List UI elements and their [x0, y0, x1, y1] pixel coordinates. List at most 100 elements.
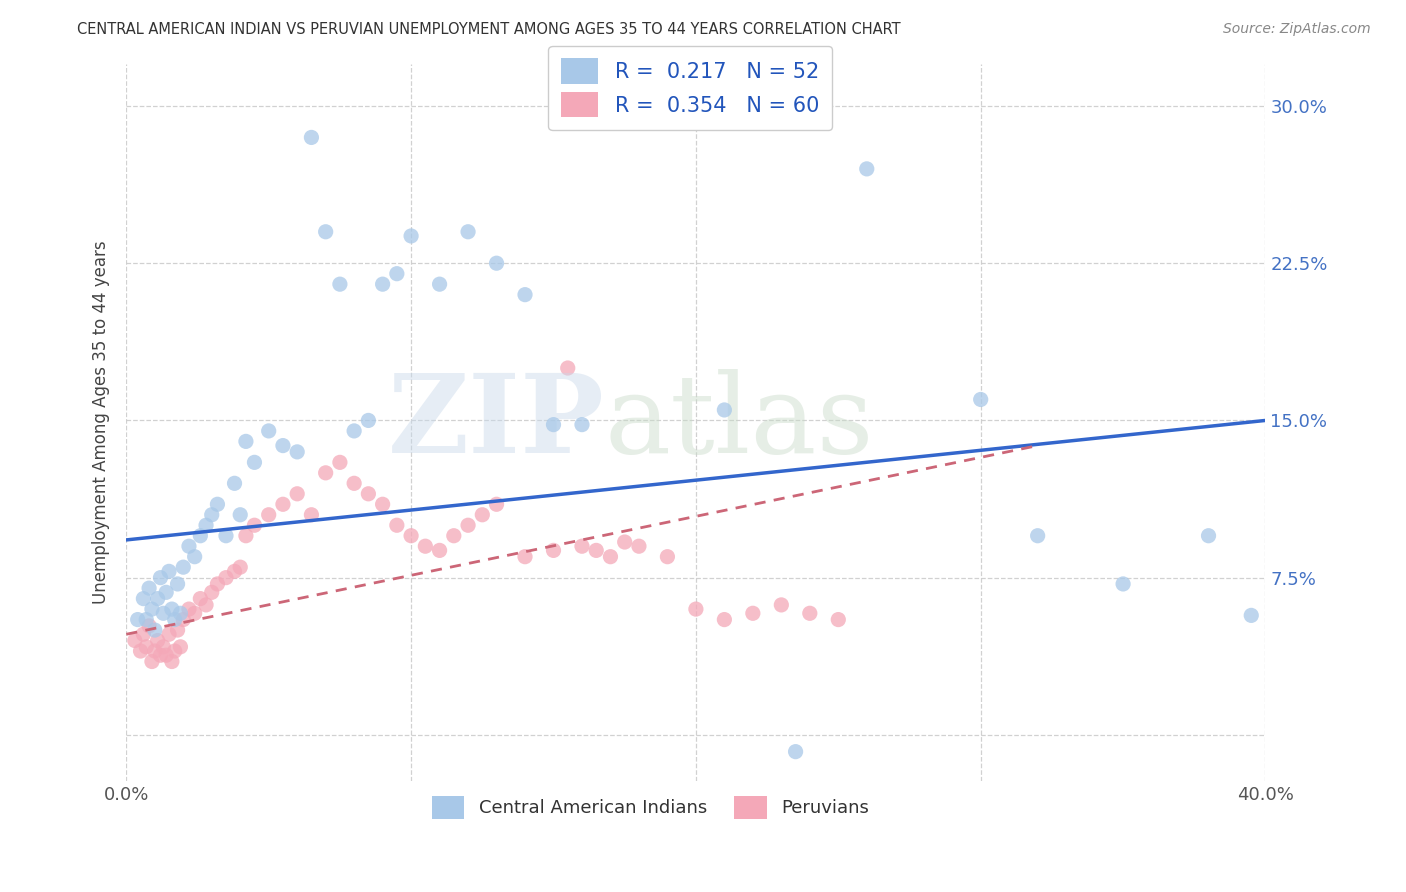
- Point: [195, 598, 218, 612]
- Point: [399, 529, 422, 543]
- Point: [713, 613, 735, 627]
- Point: [243, 455, 266, 469]
- Point: [177, 602, 200, 616]
- Point: [169, 607, 191, 621]
- Point: [285, 445, 308, 459]
- Point: [657, 549, 679, 564]
- Point: [299, 508, 322, 522]
- Y-axis label: Unemployment Among Ages 35 to 44 years: Unemployment Among Ages 35 to 44 years: [93, 241, 110, 605]
- Point: [385, 267, 408, 281]
- Point: [571, 539, 593, 553]
- Point: [627, 539, 650, 553]
- Point: [329, 277, 352, 292]
- Point: [315, 466, 337, 480]
- Point: [299, 130, 322, 145]
- Point: [970, 392, 993, 407]
- Point: [557, 361, 579, 376]
- Point: [143, 644, 166, 658]
- Point: [141, 602, 163, 616]
- Point: [183, 607, 205, 621]
- Point: [207, 577, 229, 591]
- Point: [429, 543, 451, 558]
- Point: [138, 619, 160, 633]
- Text: ZIP: ZIP: [388, 369, 605, 476]
- Point: [229, 508, 252, 522]
- Point: [166, 623, 188, 637]
- Point: [152, 607, 174, 621]
- Point: [163, 613, 186, 627]
- Point: [571, 417, 593, 432]
- Point: [415, 539, 437, 553]
- Point: [1026, 529, 1049, 543]
- Point: [157, 627, 180, 641]
- Point: [149, 571, 172, 585]
- Point: [371, 497, 394, 511]
- Point: [385, 518, 408, 533]
- Point: [129, 644, 152, 658]
- Point: [235, 434, 257, 449]
- Point: [257, 508, 280, 522]
- Point: [135, 640, 157, 654]
- Point: [224, 565, 246, 579]
- Point: [443, 529, 465, 543]
- Point: [229, 560, 252, 574]
- Point: [172, 613, 194, 627]
- Point: [543, 417, 565, 432]
- Point: [855, 161, 877, 176]
- Point: [201, 508, 224, 522]
- Point: [1112, 577, 1135, 591]
- Point: [485, 256, 508, 270]
- Point: [785, 745, 807, 759]
- Point: [149, 648, 172, 663]
- Point: [160, 655, 183, 669]
- Point: [201, 585, 224, 599]
- Text: Source: ZipAtlas.com: Source: ZipAtlas.com: [1223, 22, 1371, 37]
- Point: [513, 287, 536, 301]
- Point: [172, 560, 194, 574]
- Point: [157, 565, 180, 579]
- Point: [132, 591, 155, 606]
- Point: [285, 487, 308, 501]
- Point: [1198, 529, 1220, 543]
- Point: [155, 648, 177, 663]
- Point: [799, 607, 821, 621]
- Point: [155, 585, 177, 599]
- Point: [141, 655, 163, 669]
- Point: [132, 627, 155, 641]
- Point: [215, 571, 238, 585]
- Point: [770, 598, 793, 612]
- Point: [143, 623, 166, 637]
- Point: [127, 613, 149, 627]
- Point: [257, 424, 280, 438]
- Point: [513, 549, 536, 564]
- Point: [357, 487, 380, 501]
- Point: [429, 277, 451, 292]
- Point: [343, 424, 366, 438]
- Point: [146, 633, 169, 648]
- Point: [163, 644, 186, 658]
- Point: [215, 529, 238, 543]
- Point: [585, 543, 607, 558]
- Point: [599, 549, 621, 564]
- Point: [457, 225, 479, 239]
- Point: [138, 581, 160, 595]
- Point: [166, 577, 188, 591]
- Point: [457, 518, 479, 533]
- Point: [195, 518, 218, 533]
- Point: [188, 529, 211, 543]
- Point: [713, 403, 735, 417]
- Text: CENTRAL AMERICAN INDIAN VS PERUVIAN UNEMPLOYMENT AMONG AGES 35 TO 44 YEARS CORRE: CENTRAL AMERICAN INDIAN VS PERUVIAN UNEM…: [77, 22, 901, 37]
- Point: [343, 476, 366, 491]
- Point: [243, 518, 266, 533]
- Point: [224, 476, 246, 491]
- Point: [329, 455, 352, 469]
- Point: [169, 640, 191, 654]
- Point: [741, 607, 763, 621]
- Point: [827, 613, 849, 627]
- Point: [152, 640, 174, 654]
- Point: [543, 543, 565, 558]
- Point: [485, 497, 508, 511]
- Point: [235, 529, 257, 543]
- Point: [613, 535, 636, 549]
- Point: [124, 633, 146, 648]
